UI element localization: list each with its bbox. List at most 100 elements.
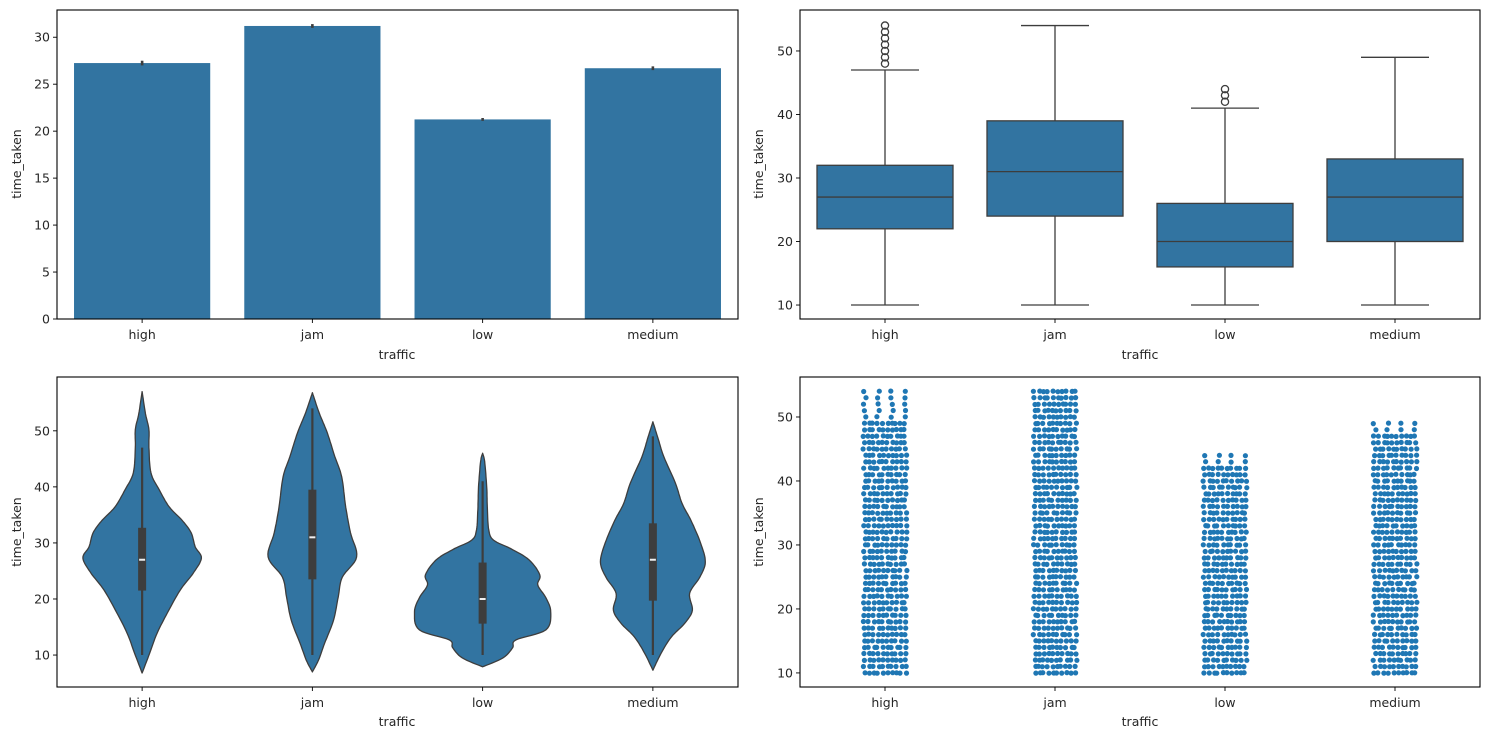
strip-point xyxy=(1074,632,1080,638)
strip-point xyxy=(1068,555,1074,561)
strip-point xyxy=(1237,581,1243,587)
strip-point xyxy=(1071,587,1077,593)
strip-point xyxy=(860,446,866,452)
strip-point xyxy=(1385,497,1391,503)
strip-point xyxy=(898,587,904,593)
x-tick-label: jam xyxy=(300,695,324,710)
strip-point xyxy=(1403,433,1410,439)
strip-point xyxy=(1404,523,1410,529)
strip-point xyxy=(861,650,867,657)
strip-point xyxy=(1040,389,1047,395)
strip-point xyxy=(1399,497,1405,503)
strip-point xyxy=(870,663,876,670)
strip-point xyxy=(893,587,899,593)
strip-point xyxy=(1033,670,1039,676)
strip-point xyxy=(1388,632,1395,638)
strip-point xyxy=(1406,542,1412,548)
strip-point xyxy=(1372,574,1378,580)
strip-point xyxy=(1391,465,1397,471)
strip-point xyxy=(863,395,869,401)
strip-point xyxy=(880,606,886,612)
strip-point xyxy=(869,625,876,631)
strip-point xyxy=(1242,459,1248,465)
strip-point xyxy=(1214,606,1220,612)
strip-point xyxy=(1201,529,1208,536)
strip-point xyxy=(1201,670,1207,676)
strip-point xyxy=(902,388,908,394)
strip-point xyxy=(897,644,903,651)
strip-point xyxy=(1233,497,1239,503)
strip-point xyxy=(1035,574,1041,580)
strip-point xyxy=(1403,651,1409,657)
box xyxy=(1156,202,1294,268)
strip-point xyxy=(888,465,894,471)
strip-point xyxy=(1050,503,1056,509)
strip-point xyxy=(894,497,901,504)
strip-point xyxy=(885,657,891,663)
strip-point xyxy=(1067,427,1073,433)
strip-point xyxy=(1229,580,1235,586)
strip-point xyxy=(870,472,876,478)
strip-point xyxy=(1049,638,1055,644)
strip-point xyxy=(879,542,885,548)
strip-point xyxy=(867,491,873,497)
strip-point xyxy=(874,433,880,439)
strip-point xyxy=(1067,414,1073,420)
strip-point xyxy=(884,600,890,606)
strip-point xyxy=(1045,407,1051,413)
strip-point xyxy=(1242,568,1248,574)
strip-point xyxy=(1242,574,1249,580)
strip-point xyxy=(903,516,910,522)
strip-point xyxy=(1046,670,1052,676)
strip-point xyxy=(1211,644,1217,651)
strip-point xyxy=(879,529,885,535)
strip-point xyxy=(890,407,896,414)
strip-point xyxy=(885,420,891,426)
strip-point xyxy=(865,638,871,644)
strip-point xyxy=(1380,453,1386,459)
strip-point xyxy=(1035,663,1042,669)
strip-point xyxy=(1065,599,1071,606)
strip-point xyxy=(1390,612,1396,619)
strip-point xyxy=(1398,542,1405,548)
strip-point xyxy=(1037,555,1043,561)
strip-point xyxy=(904,452,910,458)
x-tick-label: high xyxy=(128,695,155,710)
strip-point xyxy=(1224,555,1230,561)
strip-point xyxy=(1210,600,1217,606)
strip-point xyxy=(889,497,896,503)
strip-point xyxy=(1053,459,1059,465)
strip-point xyxy=(887,561,894,568)
strip-point xyxy=(1201,497,1207,503)
strip-point xyxy=(880,644,886,650)
strip-point xyxy=(1031,459,1037,465)
strip-point xyxy=(1399,433,1405,439)
y-tick-label: 10 xyxy=(34,648,50,663)
strip-point xyxy=(1054,593,1060,599)
strip-point xyxy=(1042,459,1048,465)
strip-point xyxy=(1032,586,1038,593)
strip-point xyxy=(1238,529,1244,535)
strip-point xyxy=(1040,587,1047,593)
strip-point xyxy=(1371,644,1377,650)
strip-point xyxy=(894,523,900,529)
strip-point xyxy=(1037,522,1043,529)
strip-point xyxy=(1201,555,1207,561)
strip-point xyxy=(1379,529,1385,535)
strip-point xyxy=(1385,599,1391,606)
strip-point xyxy=(1237,651,1243,657)
y-tick-label: 40 xyxy=(777,473,793,488)
strip-point xyxy=(1037,548,1043,554)
strip-point xyxy=(892,420,898,427)
strip-point xyxy=(1398,593,1405,599)
strip-point xyxy=(1046,478,1052,484)
strip-point xyxy=(1398,478,1404,484)
strip-point xyxy=(1232,529,1238,536)
strip-point xyxy=(1205,606,1211,612)
strip-point xyxy=(901,497,908,503)
strip-point xyxy=(1224,663,1230,669)
strip-point xyxy=(1398,510,1404,516)
strip-point xyxy=(1063,529,1070,536)
strip-point xyxy=(889,522,896,529)
strip-point xyxy=(861,600,867,606)
